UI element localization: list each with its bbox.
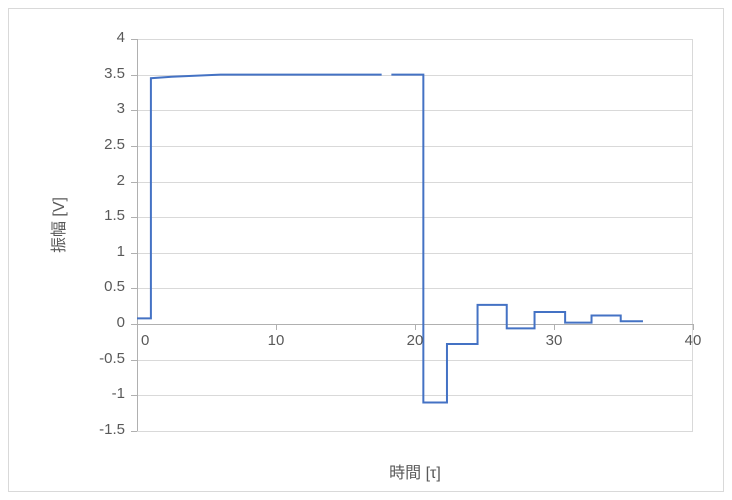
chart-frame: -1.5 -1 -0.5 0 0.5 1 1.5 2 2.5 3 3.5 4 0 10 20 30 40 時間…	[8, 8, 724, 492]
y-tick-label: 2	[75, 172, 125, 189]
y-tick-label: -0.5	[75, 350, 125, 367]
plot-area	[137, 39, 693, 431]
y-tick-label: 4	[75, 29, 125, 46]
y-tick-label: 3.5	[75, 65, 125, 82]
y-tick-label: -1	[75, 385, 125, 402]
y-tick-label: 1	[75, 243, 125, 260]
y-tick-label: 0	[75, 314, 125, 331]
y-tick-label: -1.5	[75, 421, 125, 438]
y-tick-label: 1.5	[75, 207, 125, 224]
x-axis-title: 時間 [τ]	[137, 459, 693, 483]
x-tick-label: 20	[395, 332, 435, 349]
x-tick-label: 30	[534, 332, 574, 349]
gridline-horizontal	[137, 431, 693, 432]
y-tick-label: 2.5	[75, 136, 125, 153]
y-tick-label: 3	[75, 100, 125, 117]
x-tick-label: 0	[141, 332, 181, 349]
x-tick-mark	[693, 324, 694, 330]
y-axis-title: 振幅 [V]	[45, 175, 69, 275]
x-tick-label: 10	[256, 332, 296, 349]
data-series	[137, 39, 693, 431]
y-tick-label: 0.5	[75, 278, 125, 295]
x-tick-label: 40	[673, 332, 713, 349]
y-tick-mark	[131, 431, 137, 432]
